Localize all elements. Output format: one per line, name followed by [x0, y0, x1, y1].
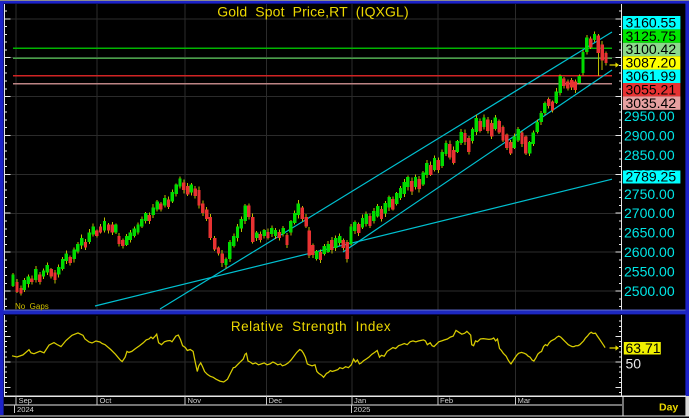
svg-text:Gold Spot Price,RT (IQXGL): Gold Spot Price,RT (IQXGL) — [217, 3, 409, 19]
svg-text:3160.55: 3160.55 — [626, 14, 677, 30]
svg-text:3125.75: 3125.75 — [626, 28, 677, 44]
svg-text:Jan: Jan — [354, 396, 366, 405]
svg-text:Feb: Feb — [440, 396, 453, 405]
svg-text:2789.25: 2789.25 — [626, 169, 677, 185]
svg-text:3061.99: 3061.99 — [626, 68, 677, 84]
svg-text:2650.00: 2650.00 — [624, 225, 675, 241]
svg-text:63.71: 63.71 — [626, 340, 661, 356]
svg-text:3100.42: 3100.42 — [626, 41, 677, 57]
svg-text:2500.00: 2500.00 — [624, 283, 675, 299]
svg-text:2600.00: 2600.00 — [624, 244, 675, 260]
svg-text:3035.42: 3035.42 — [626, 95, 677, 111]
svg-text:Oct: Oct — [100, 396, 113, 405]
svg-text:Sep: Sep — [19, 396, 33, 405]
svg-text:2850.00: 2850.00 — [624, 147, 675, 163]
svg-text:Dec: Dec — [269, 396, 283, 405]
svg-text:2900.00: 2900.00 — [624, 127, 675, 143]
svg-text:2024: 2024 — [17, 405, 34, 414]
svg-text:Day: Day — [659, 402, 678, 414]
svg-text:2750.00: 2750.00 — [624, 186, 675, 202]
svg-text:2550.00: 2550.00 — [624, 264, 675, 280]
svg-text:3087.20: 3087.20 — [626, 55, 677, 71]
svg-text:3055.21: 3055.21 — [626, 81, 677, 97]
svg-text:No Gaps: No Gaps — [15, 302, 49, 311]
svg-text:50: 50 — [626, 356, 642, 372]
svg-text:2025: 2025 — [354, 405, 371, 414]
svg-text:Nov: Nov — [188, 396, 202, 405]
svg-text:2700.00: 2700.00 — [624, 205, 675, 221]
svg-text:Mar: Mar — [518, 396, 532, 405]
svg-text:2950.00: 2950.00 — [624, 108, 675, 124]
svg-text:Relative Strength Index: Relative Strength Index — [231, 319, 391, 334]
